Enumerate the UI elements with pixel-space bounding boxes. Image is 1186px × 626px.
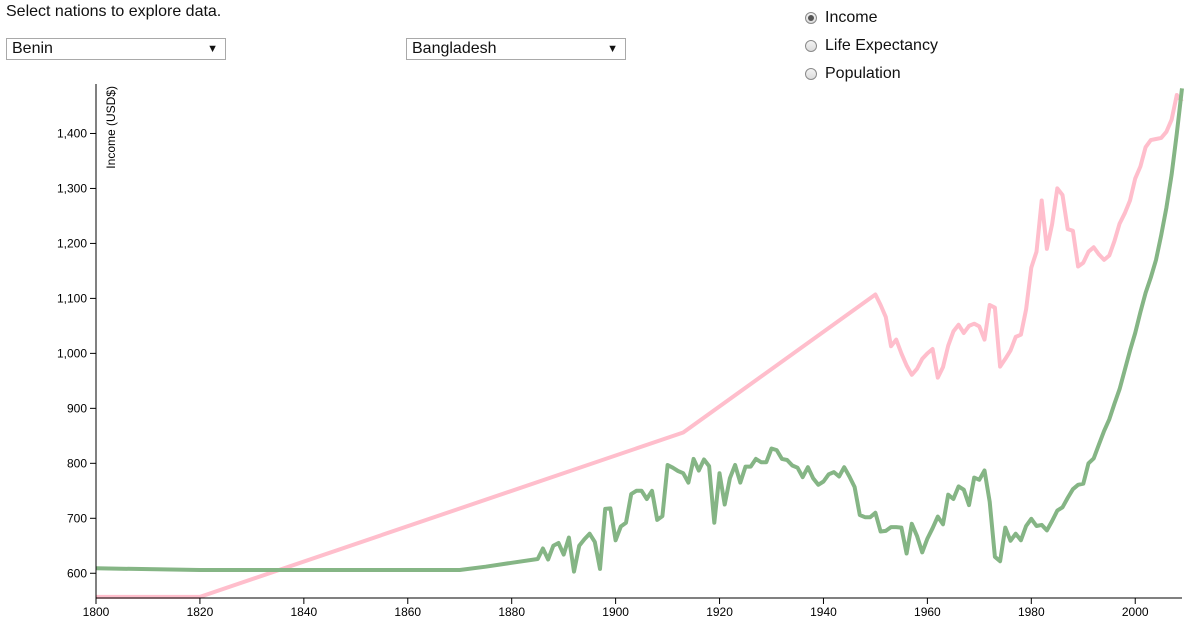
metric-option-population[interactable]: Population bbox=[805, 60, 938, 88]
y-tick-label: 1,300 bbox=[57, 181, 87, 195]
x-tick-label: 1920 bbox=[706, 605, 733, 619]
radio-button-population[interactable] bbox=[805, 68, 817, 80]
dropdown-arrow-icon: ▼ bbox=[207, 43, 218, 55]
radio-button-income[interactable] bbox=[805, 12, 817, 24]
y-tick-label: 1,400 bbox=[57, 126, 87, 140]
metric-radio-group: Income Life Expectancy Population bbox=[805, 4, 938, 88]
x-tick-label: 1820 bbox=[187, 605, 214, 619]
nation-select-2[interactable]: Bangladesh ▼ bbox=[406, 38, 626, 60]
x-tick-label: 1940 bbox=[810, 605, 837, 619]
y-tick-label: 800 bbox=[67, 456, 87, 470]
x-tick-label: 1860 bbox=[394, 605, 421, 619]
dropdown-arrow-icon: ▼ bbox=[607, 43, 618, 55]
y-axis-label: Income (USD$) bbox=[104, 86, 118, 169]
metric-option-income[interactable]: Income bbox=[805, 4, 938, 32]
y-tick-label: 600 bbox=[67, 566, 87, 580]
x-tick-label: 1980 bbox=[1018, 605, 1045, 619]
x-tick-label: 1800 bbox=[83, 605, 110, 619]
nation-select-2-value: Bangladesh bbox=[412, 40, 497, 57]
x-tick-label: 1960 bbox=[914, 605, 941, 619]
instruction-text: Select nations to explore data. bbox=[6, 3, 222, 20]
metric-label-income: Income bbox=[825, 9, 878, 26]
y-tick-label: 900 bbox=[67, 401, 87, 415]
metric-label-life-expectancy: Life Expectancy bbox=[825, 37, 938, 54]
axes-layer: 600 700 800 900 1,000 1,100 1,200 1,300 1,400 180… bbox=[57, 84, 1182, 619]
metric-option-life-expectancy[interactable]: Life Expectancy bbox=[805, 32, 938, 60]
series-line-1 bbox=[96, 93, 1184, 599]
x-tick-label: 2000 bbox=[1122, 605, 1149, 619]
radio-button-life-expectancy[interactable] bbox=[805, 40, 817, 52]
series-line-2 bbox=[95, 88, 1184, 574]
y-tick-label: 700 bbox=[67, 511, 87, 525]
x-tick-label: 1880 bbox=[498, 605, 525, 619]
y-tick-label: 1,200 bbox=[57, 236, 87, 250]
nation-select-1[interactable]: Benin ▼ bbox=[6, 38, 226, 60]
series-layer bbox=[95, 88, 1184, 599]
y-tick-label: 1,000 bbox=[57, 346, 87, 360]
y-tick-label: 1,100 bbox=[57, 291, 87, 305]
x-tick-label: 1840 bbox=[290, 605, 317, 619]
x-tick-label: 1900 bbox=[602, 605, 629, 619]
nation-select-1-value: Benin bbox=[12, 40, 53, 57]
metric-label-population: Population bbox=[825, 65, 901, 82]
